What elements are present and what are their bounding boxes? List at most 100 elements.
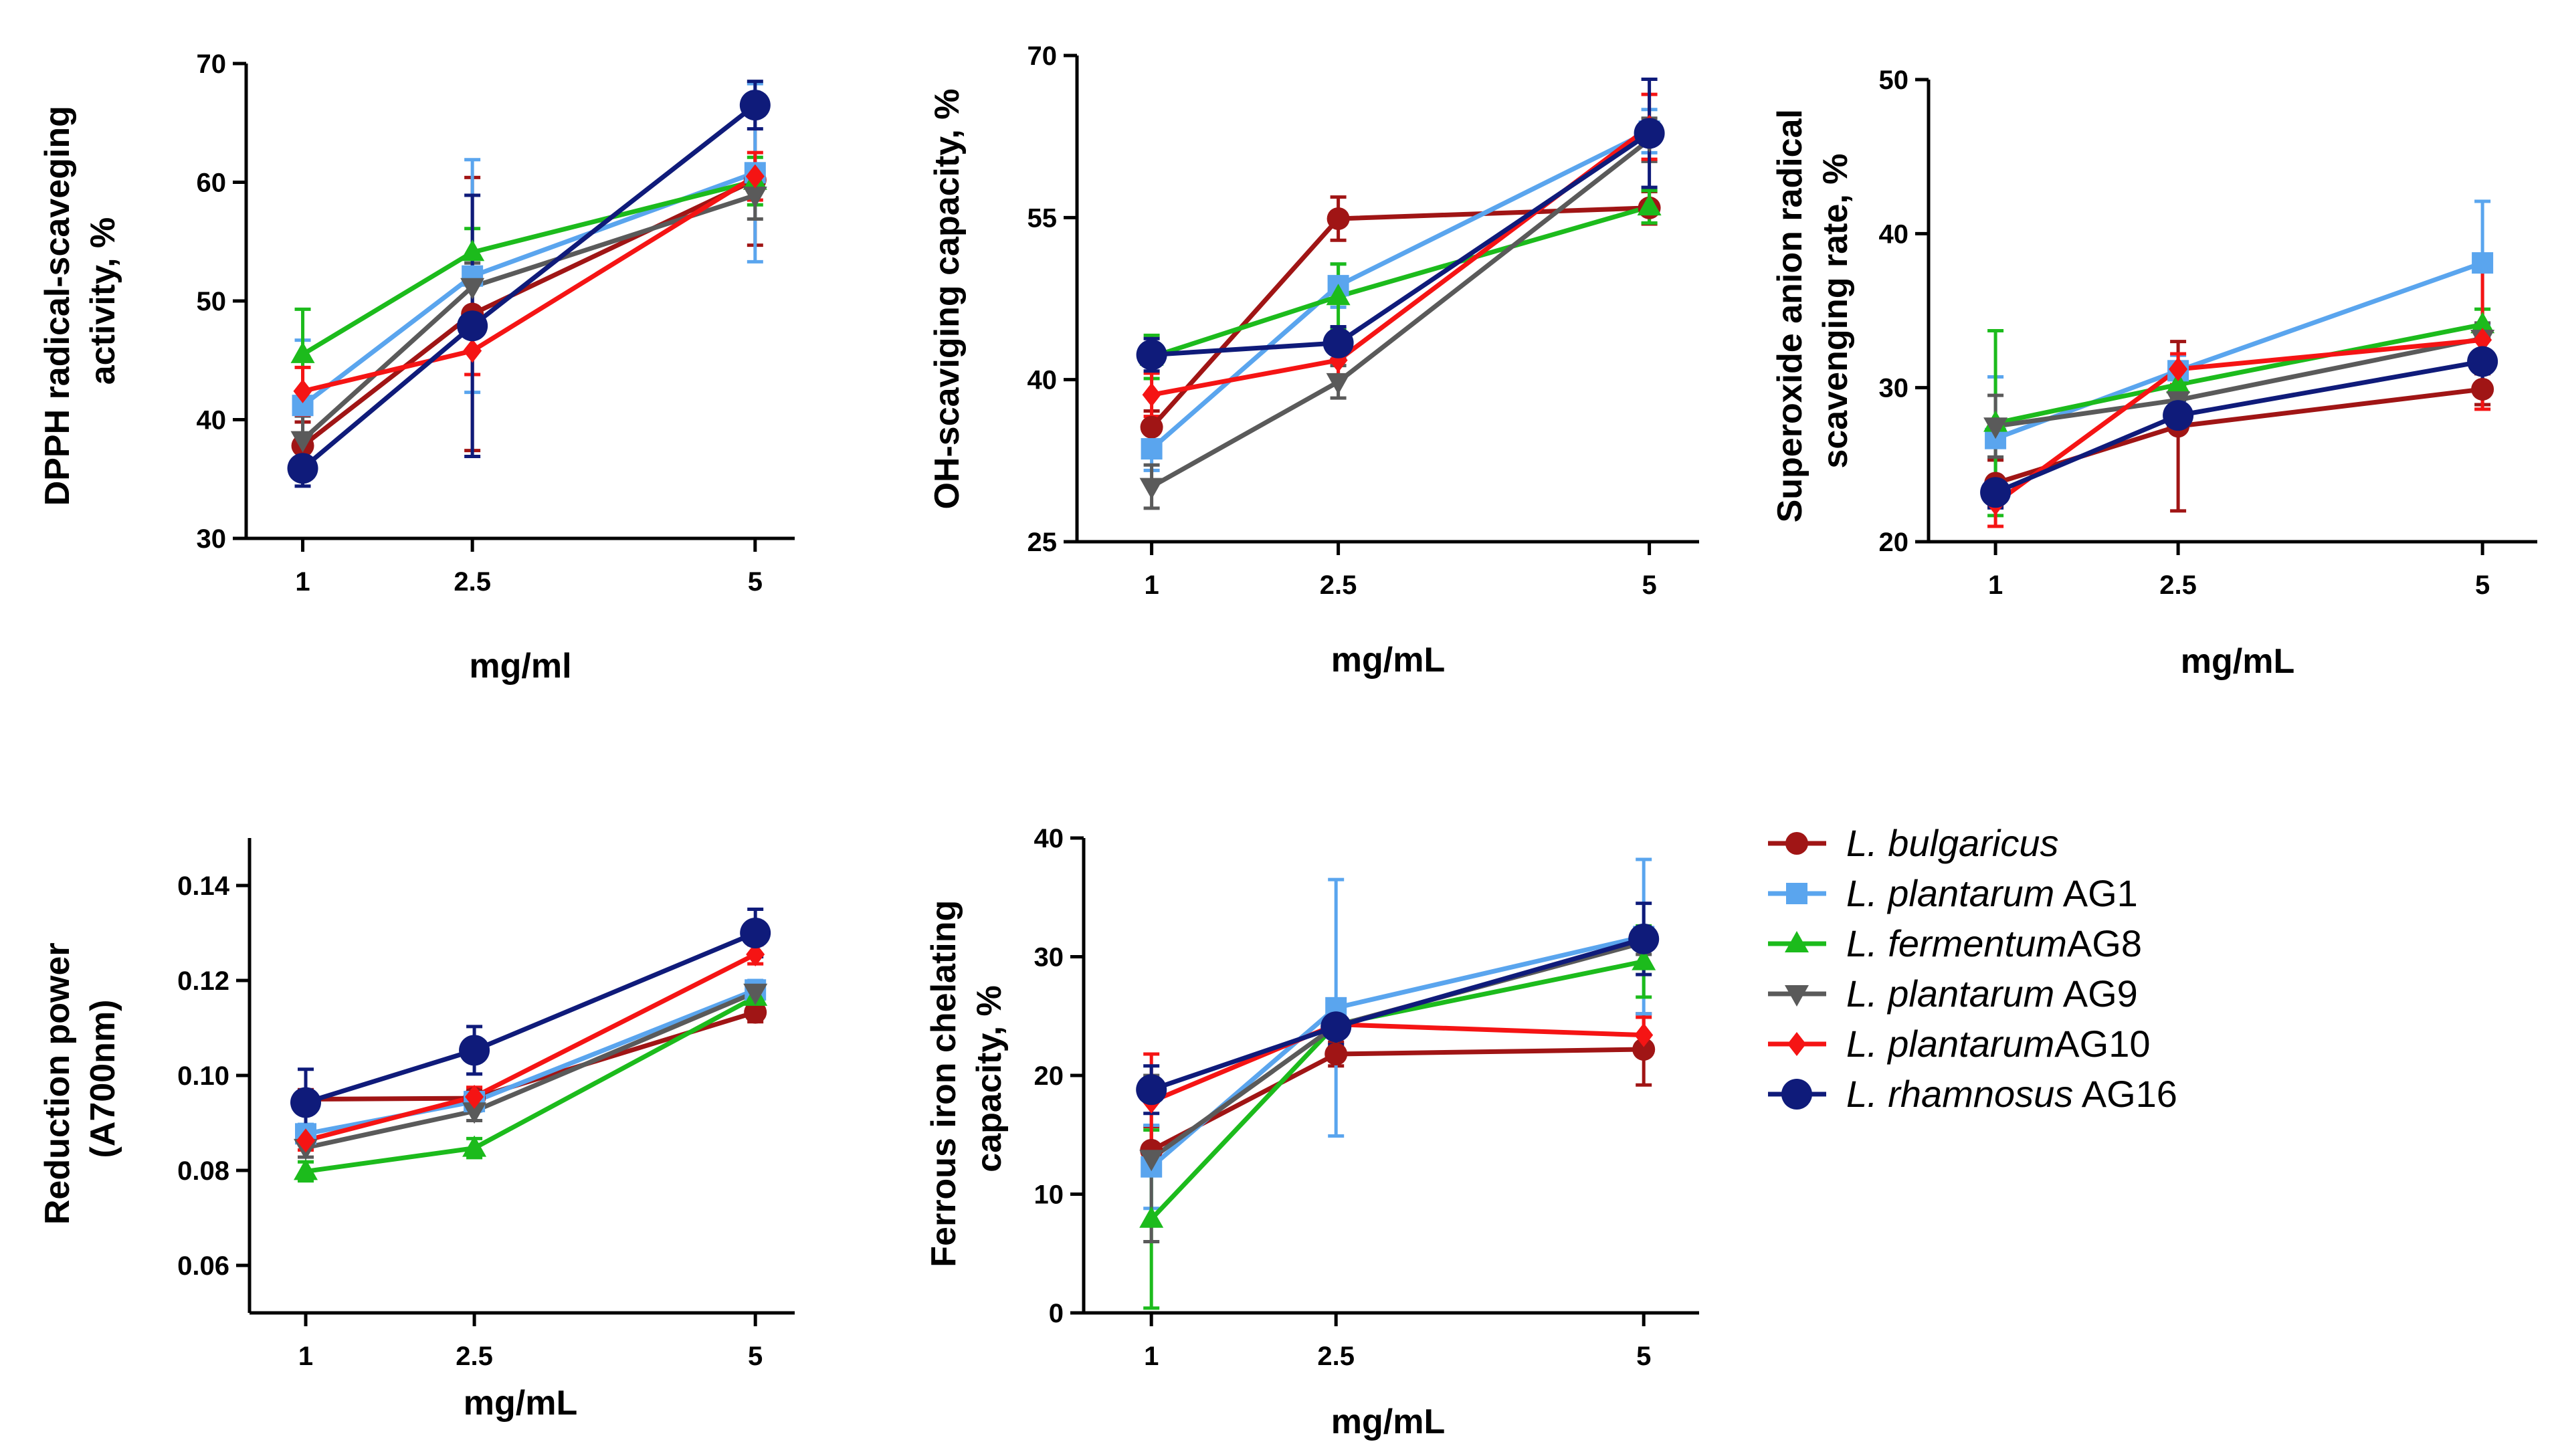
panel-superoxide-xlabel: mg/mL	[2181, 642, 2294, 681]
legend-symbol	[1768, 883, 1826, 904]
legend-label: L. bulgaricus	[1846, 822, 2059, 864]
legend-marker	[1785, 931, 1809, 952]
panel-dpph-x-tick-label: 5	[748, 567, 763, 597]
data-point	[2166, 372, 2191, 394]
data-point	[739, 90, 771, 121]
panel-reduction-power-y-tick-label: 0.06	[177, 1251, 229, 1281]
panel-oh-axes: 25 40 55 70 1 2.5 5	[1027, 41, 1699, 600]
legend: L. bulgaricus L. plantarum AG1 L. fermen…	[1768, 822, 2177, 1115]
panel-reduction-power-ylabel: Reduction power (A700nm)	[38, 933, 122, 1225]
legend-entry-l-fermentum-ag8: L. fermentumAG8	[1768, 922, 2142, 964]
panel-ferrous-iron-ylabel-line1: Ferrous iron chelating	[924, 900, 963, 1267]
panel-oh-line-l-plantarum-ag1	[1150, 128, 1651, 451]
legend-strain: AG9	[2054, 972, 2138, 1015]
legend-label: L. plantarumAG10	[1846, 1023, 2150, 1065]
panel-ferrous-iron-x-tick-label: 5	[1636, 1342, 1651, 1371]
legend-symbol	[1768, 931, 1826, 952]
panel-dpph-y-tick-label: 60	[197, 169, 227, 198]
panel-superoxide-x-tick-label: 2.5	[2159, 570, 2197, 600]
data-point	[744, 1001, 767, 1024]
legend-strain: AG10	[2054, 1023, 2150, 1065]
legend-species: L. rhamnosus	[1846, 1073, 2073, 1115]
data-point	[743, 187, 767, 209]
data-point	[1628, 923, 1660, 954]
panel-reduction-power-marks	[290, 908, 771, 1183]
panel-ferrous-iron-marks	[1136, 857, 1660, 1310]
data-point	[460, 278, 485, 300]
panel-dpph-xlabel: mg/ml	[469, 647, 571, 686]
data-point	[290, 1087, 322, 1118]
data-point	[2473, 328, 2492, 352]
panel-oh-points-l-plantarum-ag1	[1141, 120, 1660, 460]
panel-oh-line-l-bulgaricus	[1149, 205, 1650, 429]
data-point	[1634, 1023, 1654, 1047]
panel-ferrous-iron-x-tick-label: 2.5	[1317, 1342, 1355, 1371]
panel-oh-marks	[1136, 78, 1665, 510]
panel-dpph-y-tick-label: 30	[197, 524, 227, 554]
panel-reduction-power-axes: 0.06 0.08 0.10 0.12 0.14 1 2.5 5	[177, 838, 795, 1371]
data-point	[1139, 478, 1164, 500]
data-point	[460, 239, 485, 262]
panel-reduction-power-y-tick-label: 0.08	[177, 1156, 229, 1186]
panel-ferrous-iron-line-l-fermentumag8	[1149, 959, 1644, 1221]
panel-ferrous-iron-ylabel-line2: capacity, %	[970, 985, 1009, 1172]
panel-reduction-power-y-tick-label: 0.14	[177, 871, 230, 901]
panel-reduction-power-ylabel-line1: Reduction power	[38, 942, 77, 1225]
panel-superoxide-axes: 20 30 40 50 1 2.5 5	[1879, 66, 2537, 600]
panel-ferrous-iron-y-tick-label: 30	[1034, 943, 1064, 972]
panel-dpph-errorbars-l-plantarum-ag1	[294, 82, 763, 473]
panel-ferrous-iron: 0 10 20 30 40 1 2.5 5 mg/mL Ferrous iron chelat…	[924, 824, 1699, 1441]
panel-dpph-axes: 30 40 50 60 70 1 2.5 5	[197, 49, 795, 597]
panel-dpph-marks	[287, 80, 771, 488]
panel-ferrous-iron-xlabel: mg/mL	[1331, 1402, 1445, 1441]
data-point	[290, 341, 315, 363]
panel-superoxide-x-tick-label: 1	[1988, 570, 2003, 600]
panel-dpph-y-tick-label: 40	[197, 406, 227, 435]
legend-species: L. plantarum	[1846, 1023, 2054, 1065]
legend-label: L. fermentumAG8	[1846, 922, 2142, 964]
panel-reduction-power-x-tick-label: 1	[298, 1342, 313, 1371]
panel-superoxide-line-l-plantarum-ag1	[1994, 260, 2484, 441]
legend-marker	[1781, 1079, 1812, 1110]
panel-superoxide: 20 30 40 50 1 2.5 5 mg/mL Superoxide anion rad…	[1771, 66, 2537, 681]
panel-ferrous-iron-y-tick-label: 0	[1049, 1299, 1064, 1328]
data-point	[2169, 357, 2188, 382]
panel-reduction-power-x-tick-label: 2.5	[456, 1342, 493, 1371]
data-point	[2467, 346, 2498, 377]
panel-reduction-power-y-tick-label: 0.10	[177, 1061, 229, 1091]
data-point	[2471, 377, 2494, 401]
panel-reduction-power: 0.06 0.08 0.10 0.12 0.14 1 2.5 5 mg/mL Reductio…	[38, 838, 795, 1423]
panel-superoxide-marks	[1980, 199, 2498, 528]
panel-ferrous-iron-axes: 0 10 20 30 40 1 2.5 5	[1034, 824, 1699, 1371]
panel-oh-y-tick-label: 25	[1027, 528, 1058, 557]
data-point	[462, 1135, 487, 1157]
panel-reduction-power-y-tick-label: 0.12	[177, 966, 229, 996]
legend-entry-l-plantarum-ag10: L. plantarumAG10	[1768, 1023, 2150, 1065]
data-point	[1324, 1043, 1348, 1066]
legend-species: L. bulgaricus	[1846, 822, 2059, 864]
panel-reduction-power-x-tick-label: 5	[748, 1342, 763, 1371]
panel-oh-y-tick-label: 40	[1027, 366, 1058, 395]
legend-symbol	[1768, 985, 1826, 1007]
data-point	[1637, 194, 1662, 216]
data-point	[287, 453, 318, 484]
panel-dpph-points-l-plantarum-ag9	[290, 187, 767, 453]
data-point	[1632, 948, 1656, 970]
legend-entry-l-plantarum-ag1: L. plantarum AG1	[1768, 872, 2138, 914]
panel-oh-ylabel-line1: OH-scaviging capacity, %	[928, 88, 967, 509]
panel-dpph-y-tick-label: 70	[197, 49, 227, 79]
data-point	[293, 379, 312, 403]
legend-symbol	[1768, 832, 1826, 855]
legend-label: L. plantarum AG9	[1846, 972, 2138, 1015]
data-point	[2163, 400, 2194, 431]
data-point	[2470, 312, 2495, 334]
panel-ferrous-iron-y-tick-label: 20	[1034, 1061, 1064, 1091]
panel-dpph-y-tick-label: 50	[197, 287, 227, 316]
panel-superoxide-points-l-plantarumag10	[1986, 328, 2492, 516]
legend-strain: AG16	[2073, 1073, 2177, 1115]
panel-dpph-ylabel-line1: DPPH radical-scaveging	[38, 106, 77, 506]
data-point	[745, 164, 765, 189]
data-point	[465, 1084, 484, 1109]
legend-marker	[1785, 985, 1809, 1007]
legend-label: L. plantarum AG1	[1846, 872, 2138, 914]
